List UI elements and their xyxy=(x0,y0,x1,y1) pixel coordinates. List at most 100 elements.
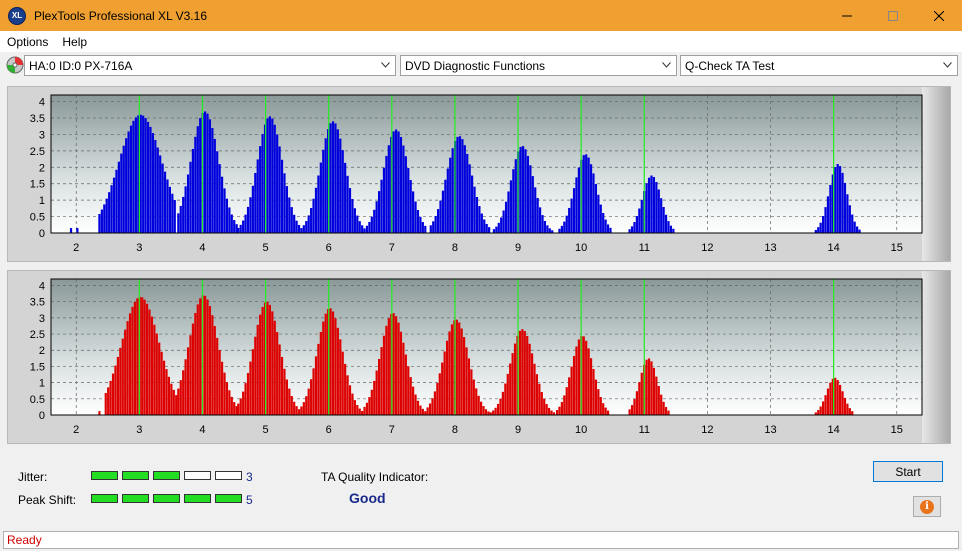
data-bar xyxy=(565,387,568,415)
data-bar xyxy=(125,138,128,233)
x-tick-label: 13 xyxy=(764,242,776,254)
data-bar xyxy=(339,339,342,415)
x-tick-label: 4 xyxy=(199,242,205,254)
x-tick-label: 3 xyxy=(136,424,142,436)
data-bar xyxy=(251,349,254,415)
data-bar xyxy=(577,339,580,415)
data-bar xyxy=(478,206,481,233)
data-bar xyxy=(213,326,216,415)
data-bar xyxy=(233,220,236,233)
y-tick-label: 3 xyxy=(39,313,45,325)
info-button[interactable]: i xyxy=(913,496,941,517)
data-bar xyxy=(851,214,854,233)
drive-select-value: HA:0 ID:0 PX-716A xyxy=(29,58,133,73)
data-bar xyxy=(421,408,424,415)
data-bar xyxy=(572,355,576,415)
data-bar xyxy=(361,410,364,415)
data-bar xyxy=(173,200,176,233)
x-tick-label: 12 xyxy=(701,424,713,436)
data-bar xyxy=(156,147,159,233)
data-bar xyxy=(834,167,837,233)
y-tick-label: 0.5 xyxy=(30,212,45,224)
data-bar xyxy=(283,368,286,415)
menu-options[interactable]: Options xyxy=(7,34,49,49)
data-bar xyxy=(233,402,236,415)
data-bar xyxy=(126,321,129,415)
data-bar xyxy=(853,221,856,233)
data-bar xyxy=(817,410,820,415)
data-bar xyxy=(356,215,359,233)
start-button[interactable]: Start xyxy=(873,461,943,482)
data-bar xyxy=(395,129,398,233)
data-bar xyxy=(409,377,412,415)
data-bar xyxy=(98,213,101,233)
data-bar xyxy=(334,123,337,233)
app-icon: XL xyxy=(8,6,26,25)
data-bar xyxy=(599,397,602,415)
x-tick-label: 5 xyxy=(263,424,269,436)
y-tick-label: 4 xyxy=(39,280,45,292)
data-bar xyxy=(370,216,373,233)
lower-chart: 0 0.5 1 1.5 2 2.5 3 3.5 4 2 3 4 5 6 7 8 9 10 11 12 13 14 15 xyxy=(30,271,950,443)
data-bar xyxy=(251,185,254,233)
data-bar xyxy=(239,224,242,233)
data-bar xyxy=(276,332,279,415)
data-bar xyxy=(307,388,310,415)
data-bar xyxy=(606,410,610,415)
peak-shift-label: Peak Shift: xyxy=(18,493,77,507)
data-bar xyxy=(424,225,427,233)
window-title: PlexTools Professional XL V3.16 xyxy=(34,8,207,23)
data-bar xyxy=(428,403,432,415)
data-bar xyxy=(329,308,332,415)
data-bar xyxy=(461,139,464,233)
data-bar xyxy=(259,146,262,233)
data-bar xyxy=(163,171,167,233)
data-bar xyxy=(179,380,182,415)
data-bar xyxy=(519,146,522,233)
data-bar xyxy=(186,174,190,233)
data-bar xyxy=(655,376,658,415)
data-bar xyxy=(443,351,446,415)
y-tick-label: 2 xyxy=(39,162,45,174)
data-bar xyxy=(351,393,354,415)
data-bar xyxy=(382,167,386,233)
test-select[interactable]: Q-Check TA Test xyxy=(680,55,958,76)
peak-shift-segment xyxy=(153,494,180,503)
maximize-button[interactable] xyxy=(870,0,916,31)
data-bar xyxy=(416,210,420,233)
data-bar xyxy=(501,391,505,415)
x-tick-label: 7 xyxy=(389,424,395,436)
data-bar xyxy=(136,298,139,415)
function-select[interactable]: DVD Diagnostic Functions xyxy=(400,55,677,76)
data-bar xyxy=(465,347,468,415)
data-bar xyxy=(482,406,485,415)
data-bar xyxy=(821,216,825,233)
data-bar xyxy=(256,324,259,415)
data-bar xyxy=(387,145,390,233)
data-bar xyxy=(108,192,111,233)
y-tick-label: 0 xyxy=(39,228,45,240)
data-bar xyxy=(407,366,410,415)
data-bar xyxy=(504,201,508,233)
data-bar xyxy=(268,116,271,233)
data-bar xyxy=(223,372,226,415)
data-bar xyxy=(470,369,473,415)
menu-help[interactable]: Help xyxy=(62,34,88,49)
data-bar xyxy=(380,179,383,233)
data-bar xyxy=(175,395,178,415)
data-bar xyxy=(551,230,554,233)
close-button[interactable] xyxy=(916,0,962,31)
data-bar xyxy=(348,188,352,233)
data-bar xyxy=(404,354,407,415)
drive-disc-icon xyxy=(6,56,24,74)
data-bar xyxy=(829,184,832,233)
drive-select[interactable]: HA:0 ID:0 PX-716A xyxy=(24,55,396,76)
data-bar xyxy=(380,347,383,415)
data-bar xyxy=(431,398,434,415)
data-bar xyxy=(186,347,190,415)
minimize-button[interactable] xyxy=(824,0,870,31)
data-bar xyxy=(565,215,568,233)
data-bar xyxy=(846,194,849,233)
data-bar xyxy=(103,204,106,233)
data-bar xyxy=(630,405,634,415)
